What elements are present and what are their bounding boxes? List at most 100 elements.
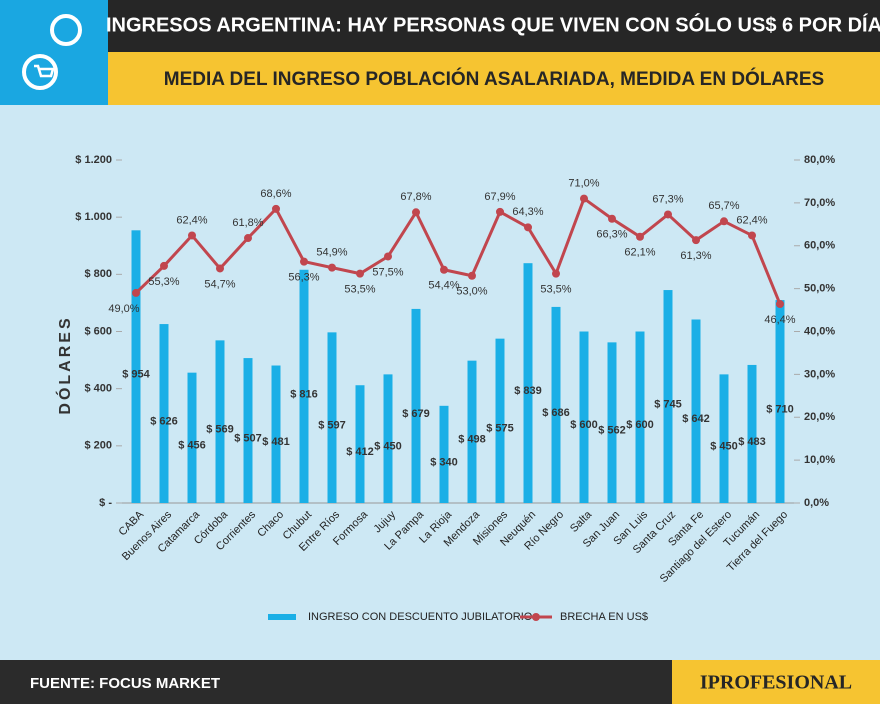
gear-icon (22, 14, 82, 90)
title: INGRESOS ARGENTINA: HAY PERSONAS QUE VIV… (106, 12, 880, 36)
line-value-label: 53,5% (344, 284, 375, 296)
bar (411, 308, 421, 503)
bar-value-label: $ 600 (570, 419, 598, 431)
line-value-label: 54,9% (316, 247, 347, 259)
bar-value-label: $ 745 (654, 398, 682, 410)
bar-value-label: $ 456 (178, 440, 206, 452)
bar (383, 374, 393, 503)
y-axis-title: DÓLARES (55, 315, 74, 414)
y2-tick-label: 0,0% (804, 497, 829, 509)
line-point (468, 271, 476, 280)
line-value-label: 62,4% (176, 214, 207, 226)
line-point (328, 263, 336, 272)
line-value-label: 54,4% (428, 280, 459, 292)
bar-value-label: $ 839 (514, 385, 542, 397)
bar (635, 331, 645, 503)
line-value-label: 64,3% (512, 206, 543, 218)
bar (243, 358, 253, 503)
line-value-label: 49,0% (108, 303, 139, 315)
line-point (132, 288, 140, 297)
bar-value-label: $ 642 (682, 413, 710, 425)
line-value-label: 61,8% (232, 217, 263, 229)
y2-tick-label: 70,0% (804, 197, 835, 209)
title-band (0, 0, 880, 52)
line-point (412, 208, 420, 217)
y-tick-label: $ 1.200 (75, 154, 112, 166)
line-point (608, 214, 616, 223)
bar (691, 319, 701, 503)
line-point (244, 234, 252, 243)
bar-value-label: $ 686 (542, 407, 570, 419)
line-point (524, 223, 532, 232)
bar (215, 340, 225, 503)
y-tick-label: $ 200 (84, 440, 112, 452)
line-point (720, 217, 728, 226)
line-value-label: 46,4% (764, 314, 795, 326)
y2-tick-label: 50,0% (804, 283, 835, 295)
line-point (384, 252, 392, 261)
line-value-label: 56,3% (288, 272, 319, 284)
bar-value-label: $ 483 (738, 436, 766, 448)
line-value-label: 54,7% (204, 278, 235, 290)
subtitle: MEDIA DEL INGRESO POBLACIÓN ASALARIADA, … (164, 68, 824, 90)
subtitle-band (108, 52, 880, 105)
line-point (664, 210, 672, 219)
bar-value-label: $ 954 (122, 369, 150, 381)
y-tick-label: $ 800 (84, 268, 112, 280)
line-value-label: 61,3% (680, 250, 711, 262)
line-value-label: 66,3% (596, 229, 627, 241)
line-point (552, 269, 560, 278)
bar-value-label: $ 710 (766, 403, 794, 415)
line-value-label: 62,1% (624, 247, 655, 259)
bar (299, 269, 309, 503)
line-point (272, 204, 280, 213)
line-point (440, 265, 448, 274)
bar-value-label: $ 679 (402, 408, 430, 420)
line (134, 196, 782, 305)
y-tick-label: $ 1.000 (75, 211, 112, 223)
line-point (636, 232, 644, 241)
bar (719, 374, 729, 503)
line-value-label: 68,6% (260, 188, 291, 200)
bar (775, 300, 785, 503)
bar (579, 331, 589, 503)
legend-swatch (268, 614, 296, 620)
bar-value-label: $ 597 (318, 420, 346, 432)
line-value-label: 67,3% (652, 193, 683, 205)
bar (159, 324, 169, 503)
bar-value-label: $ 569 (206, 424, 234, 436)
y2-tick-label: 10,0% (804, 454, 835, 466)
line-value-label: 55,3% (148, 276, 179, 288)
y2-tick-label: 20,0% (804, 411, 835, 423)
line-value-label: 71,0% (568, 177, 599, 189)
legend-swatch (532, 613, 540, 621)
line-value-label: 53,0% (456, 286, 487, 298)
bar-value-label: $ 816 (290, 388, 318, 400)
y-tick-label: $ - (99, 497, 112, 509)
line-value-label: 57,5% (372, 266, 403, 278)
bar (495, 338, 505, 503)
line-value-label: 67,9% (484, 191, 515, 203)
logo-band (672, 660, 880, 704)
y-tick-label: $ 600 (84, 325, 112, 337)
bar (607, 342, 617, 503)
bar-value-label: $ 626 (150, 415, 178, 427)
bar (523, 263, 533, 503)
bar (663, 290, 673, 503)
line-point (188, 231, 196, 240)
bar-value-label: $ 600 (626, 419, 654, 431)
bar (551, 306, 561, 503)
source: FUENTE: FOCUS MARKET (30, 675, 220, 692)
line-point (692, 236, 700, 245)
bar (747, 364, 757, 503)
bar (355, 385, 365, 503)
line-value-label: 53,5% (540, 284, 571, 296)
y2-tick-label: 80,0% (804, 154, 835, 166)
bar-value-label: $ 450 (710, 441, 738, 453)
line-point (356, 269, 364, 278)
line-point (216, 264, 224, 273)
line-point (748, 231, 756, 240)
logo-text: IPROFESIONAL (700, 672, 852, 694)
bar (187, 372, 197, 503)
y2-tick-label: 40,0% (804, 325, 835, 337)
